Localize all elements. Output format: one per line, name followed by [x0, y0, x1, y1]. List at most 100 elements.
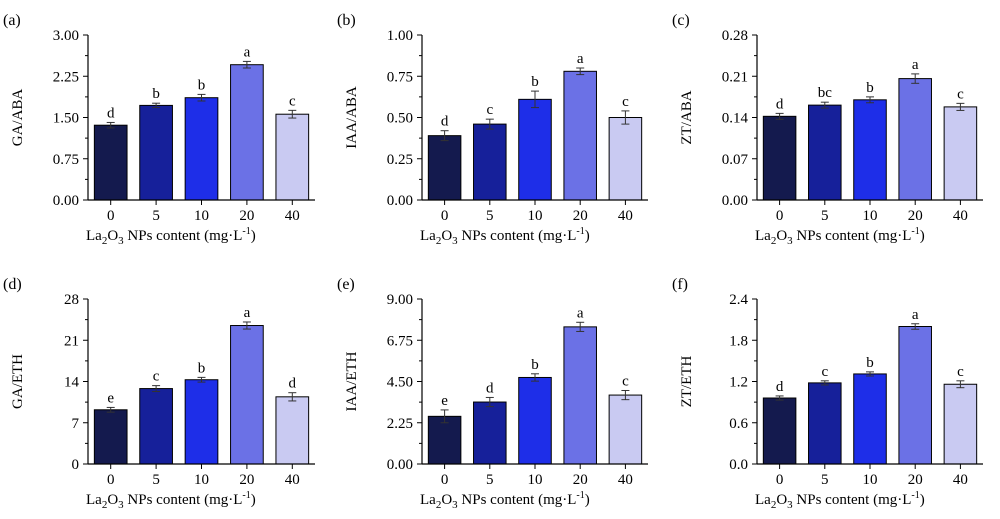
y-tick-label: 2.4 [729, 292, 748, 308]
y-tick-label: 0.00 [722, 193, 748, 209]
x-tick-label: 0 [107, 472, 115, 488]
bar [762, 115, 797, 201]
x-axis-label-part: O [441, 228, 452, 244]
x-tick-label: 0 [107, 208, 115, 224]
significance-letter: b [198, 360, 206, 376]
bar [853, 99, 887, 201]
x-tick-label: 10 [528, 208, 543, 224]
x-axis-label-part: -1 [911, 490, 919, 501]
chart-panel-d: (d) e c b a d 0 7 14 21 28 0 5 10 20 40 GA/ETH La2O3 NPs … [3, 276, 315, 511]
panel-label: (a) [3, 12, 21, 29]
x-axis-label-part: NPs content (mg·L [124, 228, 243, 244]
bar [943, 106, 978, 201]
x-axis-label-part: 2 [102, 235, 108, 247]
significance-letter: c [289, 93, 296, 109]
significance-letter: c [153, 369, 160, 385]
bar [275, 113, 310, 201]
bar [230, 325, 264, 465]
y-tick-label: 21 [64, 333, 79, 349]
bar [563, 326, 597, 465]
x-tick-label: 0 [441, 472, 449, 488]
bar [473, 401, 507, 465]
significance-letter: c [486, 102, 493, 118]
x-axis-label-part: -1 [576, 490, 584, 501]
x-axis-label-part: -1 [242, 490, 250, 501]
x-axis-label-part: O [107, 492, 118, 508]
significance-letter: a [244, 44, 251, 60]
y-tick-label: 0.21 [722, 69, 748, 85]
y-axis-label: GA/ABA [10, 89, 26, 147]
bar [184, 97, 219, 201]
significance-letter: a [244, 305, 251, 321]
x-axis-label: La2O3 NPs content (mg·L-1) [86, 226, 256, 247]
x-axis-label-part: O [107, 228, 118, 244]
significance-letter: b [198, 77, 206, 93]
x-axis-label-part: ) [920, 228, 925, 244]
y-axis-label: IAA/ETH [344, 351, 360, 411]
x-tick-label: 20 [573, 472, 588, 488]
significance-letter: e [441, 393, 448, 409]
bar [518, 98, 552, 201]
x-tick-label: 40 [618, 472, 633, 488]
x-tick-label: 40 [953, 472, 968, 488]
significance-letter: a [577, 305, 584, 321]
y-tick-label: 0.14 [722, 111, 749, 127]
x-axis-label-part: NPs content (mg·L [458, 492, 577, 508]
x-axis-label-part: O [441, 492, 452, 508]
bar [943, 383, 978, 465]
x-axis-label-part: 2 [102, 499, 108, 511]
x-tick-label: 10 [194, 208, 209, 224]
significance-letter: b [531, 74, 539, 90]
bar [184, 379, 219, 465]
x-tick-label: 10 [863, 472, 878, 488]
y-axis-label: IAA/ABA [344, 86, 360, 149]
chart-panel-e: (e) e d b a c 0.00 2.25 4.50 6.75 9.00 0 5 10 20 40 IAA/… [337, 276, 648, 511]
x-axis-label-part: NPs content (mg·L [124, 492, 243, 508]
bar [230, 64, 264, 201]
bar [898, 78, 932, 201]
x-tick-label: 20 [908, 472, 923, 488]
y-tick-label: 0.75 [387, 69, 413, 85]
x-tick-label: 20 [239, 208, 254, 224]
bar [93, 409, 128, 465]
y-tick-label: 3.00 [53, 28, 79, 44]
y-tick-label: 1.8 [729, 333, 748, 349]
x-axis-label-part: O [776, 228, 787, 244]
x-tick-label: 5 [152, 472, 160, 488]
significance-letter: b [866, 80, 874, 96]
significance-letter: d [289, 376, 297, 392]
x-axis-label-part: La [420, 228, 436, 244]
x-axis-label-part: La [86, 492, 102, 508]
x-tick-label: 40 [285, 472, 300, 488]
y-tick-label: 0 [72, 457, 80, 473]
bar [427, 135, 462, 201]
significance-letter: c [622, 373, 629, 389]
x-tick-label: 40 [953, 208, 968, 224]
x-axis-label-part: 3 [452, 235, 458, 247]
significance-letter: d [776, 96, 784, 112]
x-tick-label: 20 [573, 208, 588, 224]
x-tick-label: 0 [776, 208, 784, 224]
panel-label: (c) [672, 12, 690, 29]
x-tick-label: 40 [285, 208, 300, 224]
bar [275, 396, 310, 465]
y-tick-label: 2.25 [387, 416, 413, 432]
panel-label: (d) [3, 276, 22, 293]
y-tick-label: 0.07 [722, 152, 749, 168]
x-axis-label-part: ) [920, 492, 925, 508]
significance-letter: b [152, 86, 160, 102]
x-axis-label-part: -1 [242, 226, 250, 237]
bar [93, 124, 128, 201]
x-axis-label: La2O3 NPs content (mg·L-1) [755, 226, 925, 247]
x-axis-label-part: La [755, 492, 771, 508]
significance-letter: d [441, 114, 449, 130]
bar [608, 117, 643, 201]
bar [139, 388, 173, 465]
significance-letter: c [622, 94, 629, 110]
x-axis-label-part: NPs content (mg·L [458, 228, 577, 244]
chart-panel-c: (c) d bc b a c 0.00 0.07 0.14 0.21 0.28 0 5 10 20 40 ZT/… [672, 12, 983, 247]
y-tick-label: 1.50 [53, 111, 79, 127]
bar [808, 104, 842, 201]
y-tick-label: 0.6 [729, 416, 748, 432]
x-axis-label-part: -1 [911, 226, 919, 237]
